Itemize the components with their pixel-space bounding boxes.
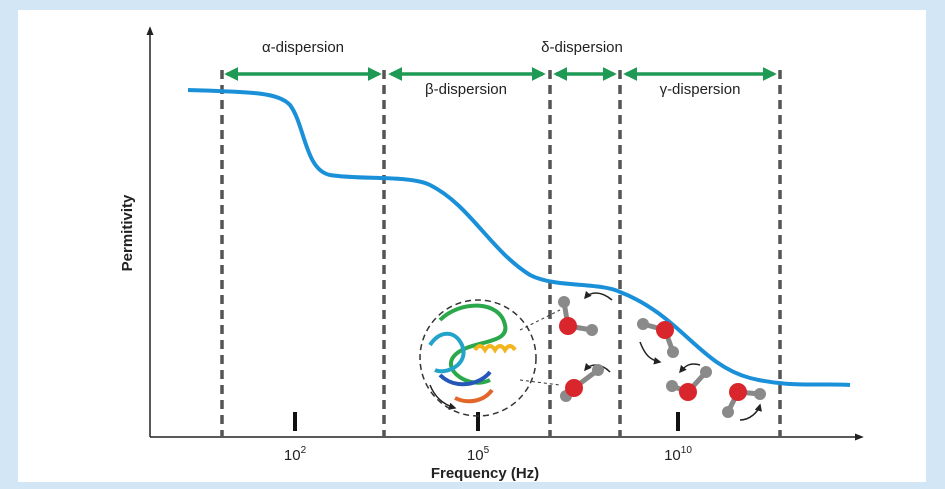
dispersion-bounds <box>220 70 782 436</box>
oxygen <box>656 321 674 339</box>
x-tick-label: 102 <box>284 445 307 464</box>
panel <box>18 10 926 482</box>
x-tick-label: 105 <box>467 445 490 464</box>
alpha-label: α-dispersion <box>262 39 344 56</box>
hydrogen <box>637 318 649 330</box>
beta-label: β-dispersion <box>425 81 507 98</box>
oxygen <box>679 383 697 401</box>
oxygen <box>729 383 747 401</box>
x-axis-title: Frequency (Hz) <box>431 465 539 482</box>
leader-line <box>519 309 561 331</box>
hydrogen <box>558 296 570 308</box>
hydrogen <box>592 364 604 376</box>
x-tick-label: 1010 <box>664 445 692 464</box>
leader-line <box>519 379 561 386</box>
protein <box>419 299 537 417</box>
hydrogen <box>586 324 598 336</box>
permittivity-curve <box>187 88 851 387</box>
oxygen <box>559 317 577 335</box>
oxygen <box>565 379 583 397</box>
tick-marks <box>293 412 680 431</box>
delta-label: δ-dispersion <box>541 39 623 56</box>
y-axis-title: Permitivity <box>119 194 136 271</box>
hydrogen <box>722 406 734 418</box>
hydrogen <box>700 366 712 378</box>
hydrogen <box>754 388 766 400</box>
hydrogen <box>666 380 678 392</box>
gamma-label: γ-dispersion <box>660 81 741 98</box>
hydrogen <box>667 346 679 358</box>
